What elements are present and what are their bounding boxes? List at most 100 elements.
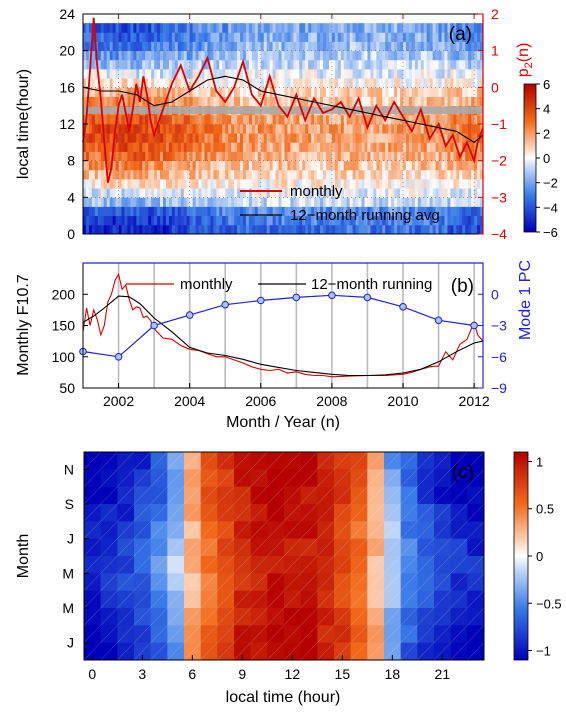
panel-a-heatmap-cell — [317, 151, 321, 162]
panel-a-heatmap-cell — [370, 87, 374, 97]
panel-c-heatmap-cell — [184, 538, 201, 557]
panel-a-heatmap-cell — [405, 188, 410, 198]
panel-a-heatmap-cell — [411, 87, 416, 97]
panel-a-heatmap-cell — [275, 160, 279, 171]
panel-a-heatmap-cell — [136, 133, 140, 143]
panel-a-heatmap-cell — [266, 215, 271, 226]
panel-a-heatmap-cell — [201, 87, 205, 97]
panel-a-heatmap-cell — [352, 206, 356, 217]
panel-c-mesh-line — [217, 451, 235, 470]
panel-a-heatmap-cell — [183, 133, 188, 143]
panel-a-heatmap-cell — [204, 215, 208, 226]
panel-a-heatmap-cell — [441, 179, 445, 189]
panel-a-heatmap-cell — [237, 169, 241, 180]
panel-a-heatmap-cell — [174, 169, 179, 180]
panel-a-heatmap-cell — [429, 169, 434, 180]
panel-a-heatmap-cell — [97, 215, 102, 226]
panel-a-heatmap-cell — [157, 87, 161, 97]
panel-c-mesh-line — [350, 625, 368, 643]
panel-c-heatmap-cell — [84, 469, 101, 487]
panel-a-heatmap-cell — [308, 41, 312, 52]
panel-c-heatmap-cell — [284, 608, 301, 626]
panel-a-heatmap-cell — [284, 169, 288, 180]
panel-a-heatmap-cell — [388, 69, 392, 79]
panel-a-heatmap-cell — [444, 133, 448, 143]
panel-c-mesh-line — [183, 503, 201, 522]
panel-a-heatmap-cell — [189, 114, 194, 125]
panel-a-heatmap-cell — [417, 32, 422, 42]
panel-a-heatmap-cell — [254, 151, 259, 162]
panel-c-heatmap-cell — [417, 573, 435, 591]
panel-a-heatmap-cell — [349, 114, 354, 125]
panel-a-heatmap-cell — [465, 50, 469, 61]
panel-a-heatmap-cell — [106, 69, 111, 79]
panel-a-heatmap-cell — [100, 78, 105, 88]
panel-a-heatmap-cell — [358, 206, 362, 217]
panel-a-heatmap-cell — [352, 179, 356, 189]
panel-a-heatmap-cell — [364, 160, 368, 171]
panel-c-heatmap-cell — [267, 590, 285, 609]
panel-a-heatmap-cell — [349, 50, 354, 61]
panel-a-heatmap-cell — [447, 59, 451, 70]
panel-c-mesh-line — [350, 503, 368, 522]
panel-c-heatmap-cell — [234, 452, 251, 470]
panel-a-heatmap-cell — [376, 59, 380, 70]
panel-c-heatmap-cell — [334, 556, 351, 574]
panel-a-heatmap-cell — [420, 50, 425, 61]
panel-a-heatmap-cell — [405, 124, 410, 134]
panel-a-heatmap-cell — [447, 96, 451, 107]
panel-a-heatmap-cell — [278, 179, 282, 189]
panel-a-heatmap-cell — [328, 87, 333, 97]
panel-c-mesh-line — [83, 521, 101, 539]
panel-a-heatmap-cell — [320, 23, 324, 33]
panel-a-heatmap-cell — [391, 23, 395, 33]
panel-a-heatmap-cell — [245, 114, 250, 125]
panel-a-heatmap-cell — [352, 69, 356, 79]
panel-c-heatmap-cell — [117, 521, 135, 539]
panel-c-mesh-line — [317, 503, 335, 522]
panel-a-heatmap-cell — [314, 124, 318, 134]
panel-c-heatmap-cell — [384, 521, 401, 539]
panel-c-heatmap-cell — [167, 573, 185, 591]
panel-a-heatmap-cell — [216, 41, 220, 52]
panel-a-heatmap-cell — [305, 133, 309, 143]
panel-a-heatmap-cell — [456, 87, 460, 97]
panel-a-heatmap-cell — [133, 142, 137, 152]
panel-a-heatmap-cell — [308, 50, 312, 61]
panel-a-heatmap-cell — [429, 179, 434, 189]
panel-a-heatmap-cell — [420, 32, 425, 42]
panel-a-heatmap-cell — [94, 179, 99, 189]
panel-a-heatmap-cell — [367, 197, 371, 207]
panel-a-heatmap-cell — [456, 224, 460, 235]
panel-a-heatmap-cell — [361, 188, 365, 198]
panel-a-heatmap-cell — [379, 23, 383, 33]
panel-a-heatmap-cell — [275, 197, 279, 207]
panel-a-heatmap-cell — [91, 59, 96, 70]
panel-a-heatmap-cell — [477, 179, 481, 189]
panel-a-heatmap-cell — [480, 142, 484, 152]
panel-a-heatmap-cell — [272, 41, 276, 52]
panel-a-heatmap-cell — [266, 59, 271, 70]
panel-a-heatmap-cell — [207, 224, 211, 235]
panel-a-heatmap-cell — [480, 50, 484, 61]
panel-a-heatmap-cell — [260, 215, 265, 226]
panel-a-heatmap-cell — [397, 59, 401, 70]
panel-c-heatmap-cell — [184, 452, 201, 470]
panel-a-heatmap-cell — [219, 41, 223, 52]
panel-a-heatmap-cell — [207, 124, 211, 134]
panel-c-heatmap-cell — [400, 486, 418, 505]
panel-a-heatmap-cell — [248, 133, 253, 143]
panel-c-mesh-line — [400, 538, 418, 557]
panel-a-heatmap-cell — [183, 215, 188, 226]
panel-a-heatmap-cell — [314, 78, 318, 88]
panel-c-mesh-line — [167, 590, 185, 609]
panel-a-heatmap-cell — [438, 179, 442, 189]
panel-a-heatmap-cell — [263, 215, 268, 226]
panel-a-heatmap-cell — [180, 197, 185, 207]
panel-c-colorbar-ticks: 10.50−0.5−1 — [528, 454, 562, 659]
panel-a-heatmap-cell — [314, 160, 318, 171]
panel-a-heatmap-cell — [317, 224, 321, 235]
panel-a-heatmap-cell — [352, 59, 356, 70]
panel-a-heatmap-cell — [411, 114, 416, 125]
